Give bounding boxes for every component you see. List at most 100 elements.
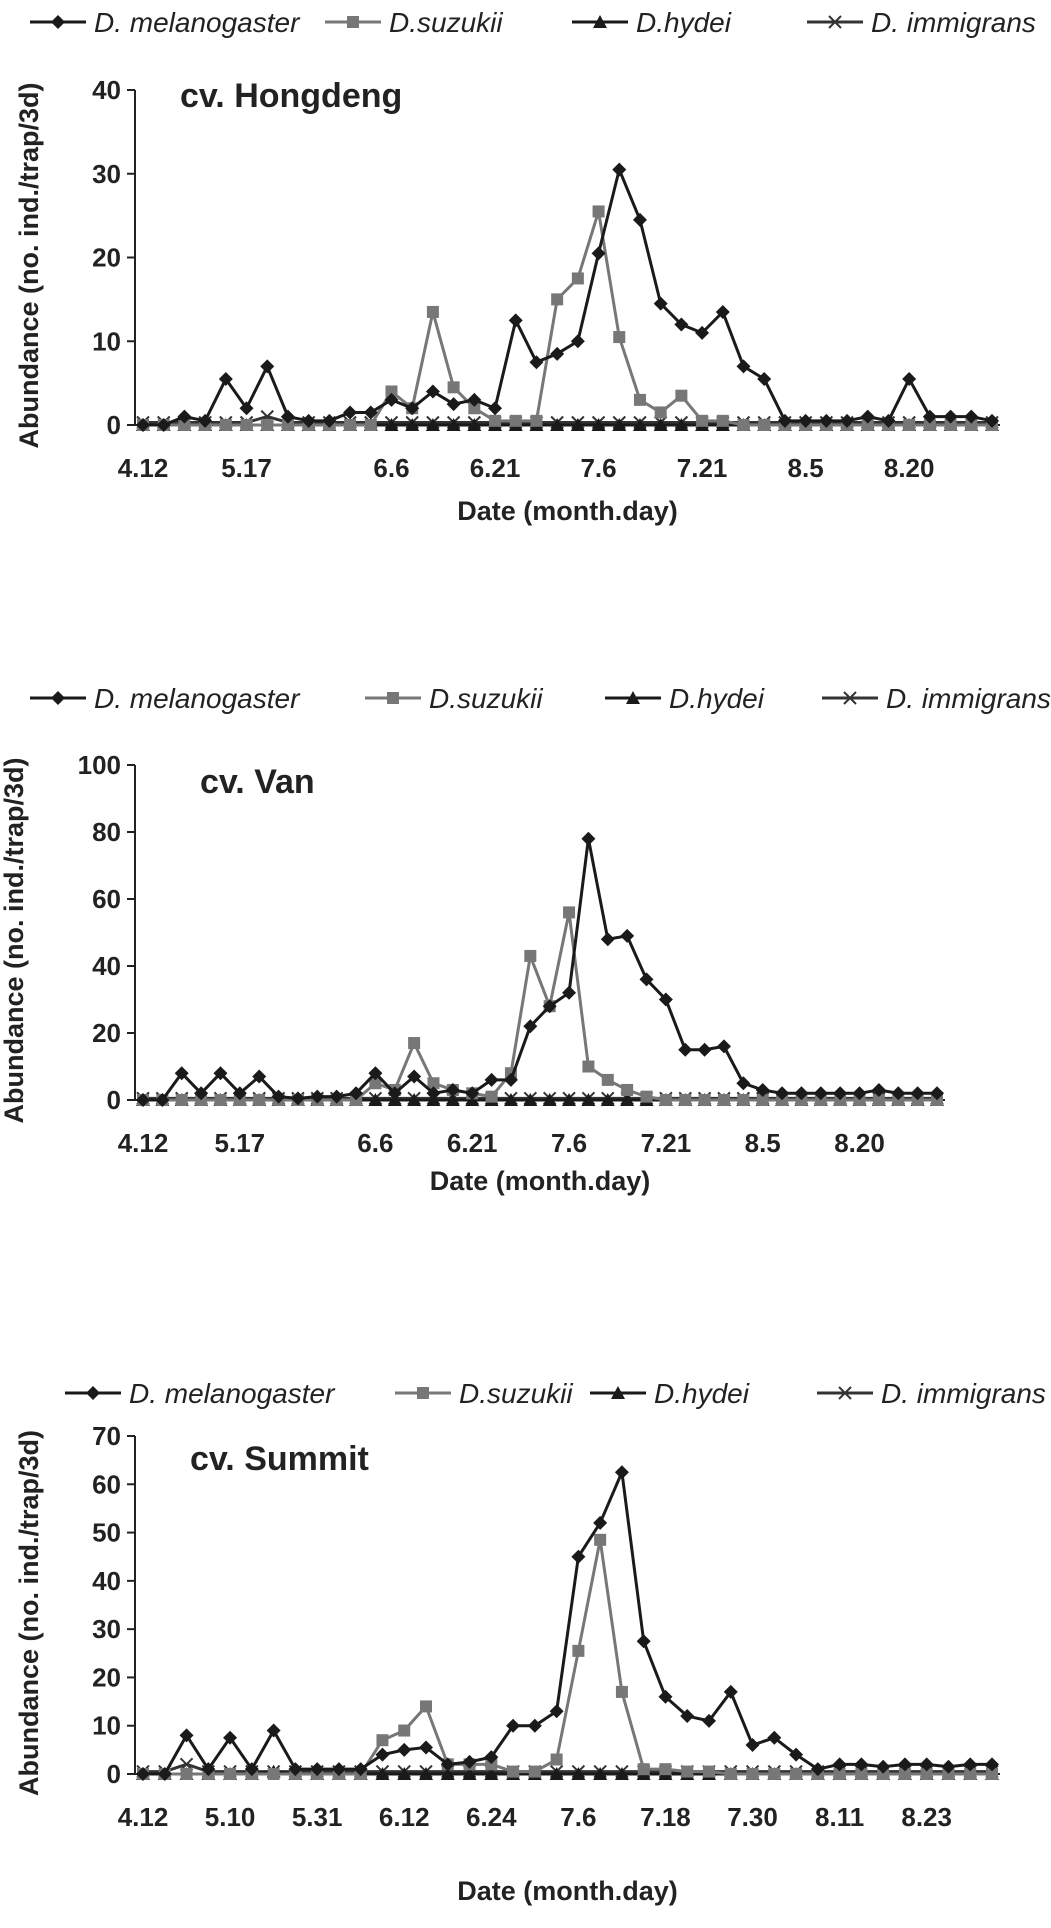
data-point <box>343 405 358 420</box>
data-point <box>963 1757 978 1772</box>
y-tick-label: 0 <box>107 410 121 440</box>
data-point <box>344 419 357 431</box>
data-point <box>387 1086 402 1101</box>
data-point <box>364 419 377 431</box>
y-tick-label: 20 <box>92 1018 121 1048</box>
data-point <box>570 334 585 349</box>
legend-marker <box>387 692 399 704</box>
legend-label: D. immigrans <box>871 7 1036 38</box>
data-point <box>612 162 627 177</box>
data-point <box>368 1093 383 1106</box>
series-1 <box>136 1465 999 1781</box>
legend-label: D. melanogaster <box>129 1378 336 1409</box>
data-point <box>985 413 999 428</box>
data-point <box>446 397 461 412</box>
legend-label: D.hydei <box>669 683 765 714</box>
data-point <box>715 304 730 319</box>
data-point <box>462 1767 477 1780</box>
data-point <box>910 1086 925 1101</box>
data-point <box>621 1083 634 1096</box>
x-tick-label: 6.21 <box>470 453 521 483</box>
data-point <box>468 402 481 415</box>
legend-marker <box>86 1386 100 1400</box>
data-point <box>375 1747 390 1762</box>
data-point <box>425 418 440 431</box>
chart-panel-1: D. melanogaster D.suzukii D.hydei D. immigr… <box>14 7 1036 526</box>
data-point <box>260 359 275 374</box>
data-point <box>615 1685 628 1698</box>
y-axis-title: Abundance (no. ind./trap/3d) <box>0 758 29 1124</box>
data-point <box>698 1094 711 1106</box>
data-point <box>594 1533 607 1546</box>
y-tick-label: 40 <box>92 75 121 105</box>
data-point <box>426 1086 441 1101</box>
x-tick-label: 7.21 <box>641 1128 692 1158</box>
data-point <box>833 1086 848 1101</box>
data-point <box>855 1768 868 1780</box>
data-point <box>632 418 647 431</box>
data-point <box>613 331 626 344</box>
data-point <box>462 1754 477 1769</box>
data-point <box>819 413 834 428</box>
y-tick-label: 80 <box>92 817 121 847</box>
data-point <box>224 1768 237 1780</box>
data-point <box>508 313 523 328</box>
legend-marker <box>51 15 65 29</box>
data-point <box>550 418 565 431</box>
data-point <box>445 1093 460 1106</box>
data-point <box>271 1089 286 1104</box>
data-point <box>723 1684 738 1699</box>
data-point <box>703 1765 715 1778</box>
x-tick-label: 8.11 <box>815 1802 864 1832</box>
data-point <box>679 1094 692 1106</box>
data-point <box>614 1465 629 1480</box>
data-point <box>179 1728 194 1743</box>
series-2 <box>137 205 998 431</box>
data-point <box>244 1762 259 1777</box>
data-point <box>810 1762 825 1777</box>
x-tick-label: 8.5 <box>788 453 824 483</box>
data-point <box>384 418 399 431</box>
data-point <box>562 985 577 1000</box>
data-point <box>942 1768 955 1780</box>
data-point <box>157 1767 172 1781</box>
data-point <box>542 999 557 1014</box>
data-point <box>840 413 855 428</box>
data-point <box>563 906 576 919</box>
y-tick-label: 100 <box>78 750 121 780</box>
data-point <box>529 355 544 370</box>
chart-panel-3: D. melanogaster D.suzukii D.hydei D. immigr… <box>14 1378 1046 1906</box>
data-point <box>507 1765 520 1778</box>
data-point <box>757 371 772 386</box>
data-point <box>702 1713 716 1728</box>
data-point <box>281 419 294 431</box>
data-point <box>322 413 337 428</box>
series-1 <box>136 831 944 1107</box>
data-point <box>986 1768 998 1780</box>
data-point <box>860 409 875 424</box>
legend-label: D.hydei <box>654 1378 750 1409</box>
data-point <box>600 1093 615 1106</box>
data-point <box>405 401 420 416</box>
data-point <box>427 1077 440 1090</box>
data-point <box>549 1767 564 1780</box>
data-point <box>678 1042 693 1057</box>
x-tick-label: 4.12 <box>118 453 169 483</box>
x-tick-label: 5.31 <box>292 1802 343 1832</box>
data-point <box>523 1093 538 1106</box>
data-point <box>419 1767 433 1780</box>
x-tick-label: 7.30 <box>727 1802 778 1832</box>
data-point <box>467 418 482 431</box>
data-point <box>736 1076 751 1091</box>
data-point <box>891 1086 906 1101</box>
data-point <box>571 1767 586 1780</box>
data-point <box>717 1094 730 1106</box>
chart-title: cv. Van <box>200 763 315 801</box>
data-point <box>852 1086 867 1101</box>
data-point <box>876 1759 891 1774</box>
data-point <box>280 409 295 424</box>
data-point <box>407 1093 422 1106</box>
x-tick-label: 6.6 <box>357 1128 393 1158</box>
x-axis-title: Date (month.day) <box>430 1166 651 1196</box>
data-point <box>353 1762 368 1777</box>
